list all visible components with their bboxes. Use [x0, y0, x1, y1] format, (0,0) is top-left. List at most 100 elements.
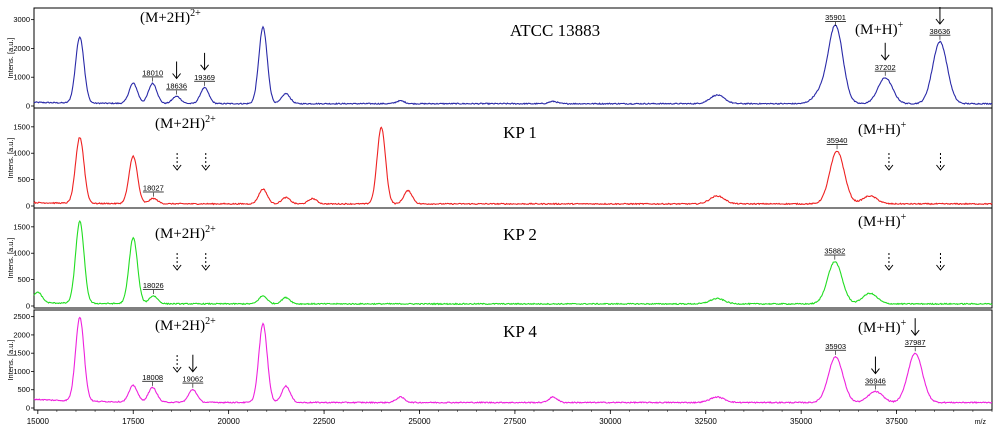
right-ion-label: (M+H) [855, 22, 898, 38]
x-tick-label: 35000 [790, 417, 813, 426]
arrow-head [910, 329, 920, 336]
right-ion-annotation: (M+H)+ [858, 318, 907, 336]
right-ion-charge: + [901, 212, 907, 223]
x-tick-label: 22500 [313, 417, 336, 426]
arrow-head [936, 264, 945, 271]
arrow-head [172, 73, 181, 80]
arrow-head [172, 164, 182, 171]
arrow-head [884, 164, 894, 171]
y-tick-label: 500 [17, 175, 30, 184]
y-tick-label: 1000 [13, 73, 30, 82]
y-tick-label: 1000 [13, 367, 30, 376]
arrow-head [935, 18, 945, 25]
y-tick-label: 0 [26, 102, 30, 111]
left-ion-charge: 2+ [205, 224, 216, 235]
peak-label: 18636 [166, 82, 187, 91]
y-tick-label: 2500 [13, 312, 30, 321]
y-tick-label: 1000 [13, 249, 30, 258]
y-axis-label: Intens. [a.u.] [6, 237, 15, 278]
y-tick-label: 2000 [13, 330, 30, 339]
peak-label: 19369 [194, 73, 215, 82]
peak-label: 18010 [142, 69, 163, 78]
spectrum-panel-3: 0 500 1000 1500 Intens. [a.u.] 18026 35882 KP 2… [6, 207, 993, 311]
arrow-head [884, 264, 894, 271]
y-tick-label: 1500 [13, 122, 30, 131]
left-ion-label: (M+2H) [155, 116, 205, 132]
arrow-head [936, 164, 945, 171]
y-tick-label: 1500 [13, 222, 30, 231]
y-tick-label: 0 [26, 302, 30, 311]
x-tick-label: 25000 [408, 417, 431, 426]
left-ion-annotation: (M+2H)2+ [155, 316, 216, 334]
left-ion-annotation: (M+2H)2+ [155, 114, 216, 132]
right-ion-charge: + [898, 20, 904, 31]
x-tick-label: 32500 [695, 417, 718, 426]
left-ion-label: (M+2H) [140, 10, 190, 26]
spectrum-panel-2: 0 500 1000 1500 Intens. [a.u.] 18027 35940 KP 1… [6, 107, 993, 211]
peak-label: 35882 [824, 247, 845, 256]
arrow-head [172, 264, 182, 271]
right-ion-label: (M+H) [858, 320, 901, 336]
right-ion-label: (M+H) [858, 214, 901, 230]
y-tick-label: 0 [26, 202, 30, 211]
y-axis-label: Intens. [a.u.] [6, 37, 15, 78]
x-axis-label: m/z [975, 419, 987, 426]
panel-frame [33, 309, 993, 411]
right-ion-annotation: (M+H)+ [858, 212, 907, 230]
peak-label: 35903 [825, 342, 846, 351]
peak-label: 19062 [182, 375, 203, 384]
peak-label: 36946 [865, 377, 886, 386]
x-tick-label: 30000 [599, 417, 622, 426]
y-tick-label: 1000 [13, 149, 30, 158]
y-tick-label: 500 [17, 275, 30, 284]
arrow-head [188, 366, 198, 373]
y-tick-label: 0 [26, 404, 30, 413]
arrow-head [201, 264, 211, 271]
peak-label: 37987 [905, 338, 926, 347]
left-ion-label: (M+2H) [155, 226, 205, 242]
spectrum-line [33, 24, 993, 106]
y-tick-label: 1500 [13, 349, 30, 358]
y-axis-label: Intens. [a.u.] [6, 339, 15, 380]
y-tick-label: 3000 [13, 15, 30, 24]
arrow-head [200, 64, 209, 71]
spectrum-panel-4: 0 500 1000 1500 2000 2500 Intens. [a.u.] 18008 1… [6, 309, 993, 413]
arrow-head [871, 368, 880, 375]
arrow-head [172, 366, 182, 373]
x-tick-label: 15000 [27, 417, 50, 426]
arrow-head [201, 164, 211, 171]
x-tick-label: 37500 [885, 417, 908, 426]
peak-label: 35940 [827, 136, 848, 145]
spectrum-line [33, 126, 993, 206]
left-ion-charge: 2+ [205, 316, 216, 327]
panel-title: KP 2 [503, 225, 537, 244]
y-tick-label: 500 [17, 385, 30, 394]
arrow-head [880, 54, 890, 61]
peak-label: 38636 [930, 27, 951, 36]
x-tick-label: 20000 [218, 417, 241, 426]
right-ion-charge: + [901, 120, 907, 131]
left-ion-label: (M+2H) [155, 318, 205, 334]
panel-frame [33, 207, 993, 309]
x-tick-label: 27500 [504, 417, 527, 426]
right-ion-charge: + [901, 318, 907, 329]
panel-title: KP 4 [503, 322, 537, 341]
y-tick-label: 2000 [13, 44, 30, 53]
left-ion-annotation: (M+2H)2+ [140, 8, 201, 26]
spectrum-line [33, 316, 993, 405]
right-ion-label: (M+H) [858, 122, 901, 138]
right-ion-annotation: (M+H)+ [855, 20, 904, 38]
left-ion-annotation: (M+2H)2+ [155, 224, 216, 242]
panel-title: KP 1 [503, 123, 537, 142]
right-ion-annotation: (M+H)+ [858, 120, 907, 138]
y-axis-label: Intens. [a.u.] [6, 137, 15, 178]
peak-label: 37202 [875, 63, 896, 72]
peak-label: 18008 [142, 373, 163, 382]
left-ion-charge: 2+ [205, 114, 216, 125]
spectrum-line [33, 220, 993, 306]
peak-label: 18027 [143, 184, 164, 193]
x-tick-label: 17500 [122, 417, 145, 426]
